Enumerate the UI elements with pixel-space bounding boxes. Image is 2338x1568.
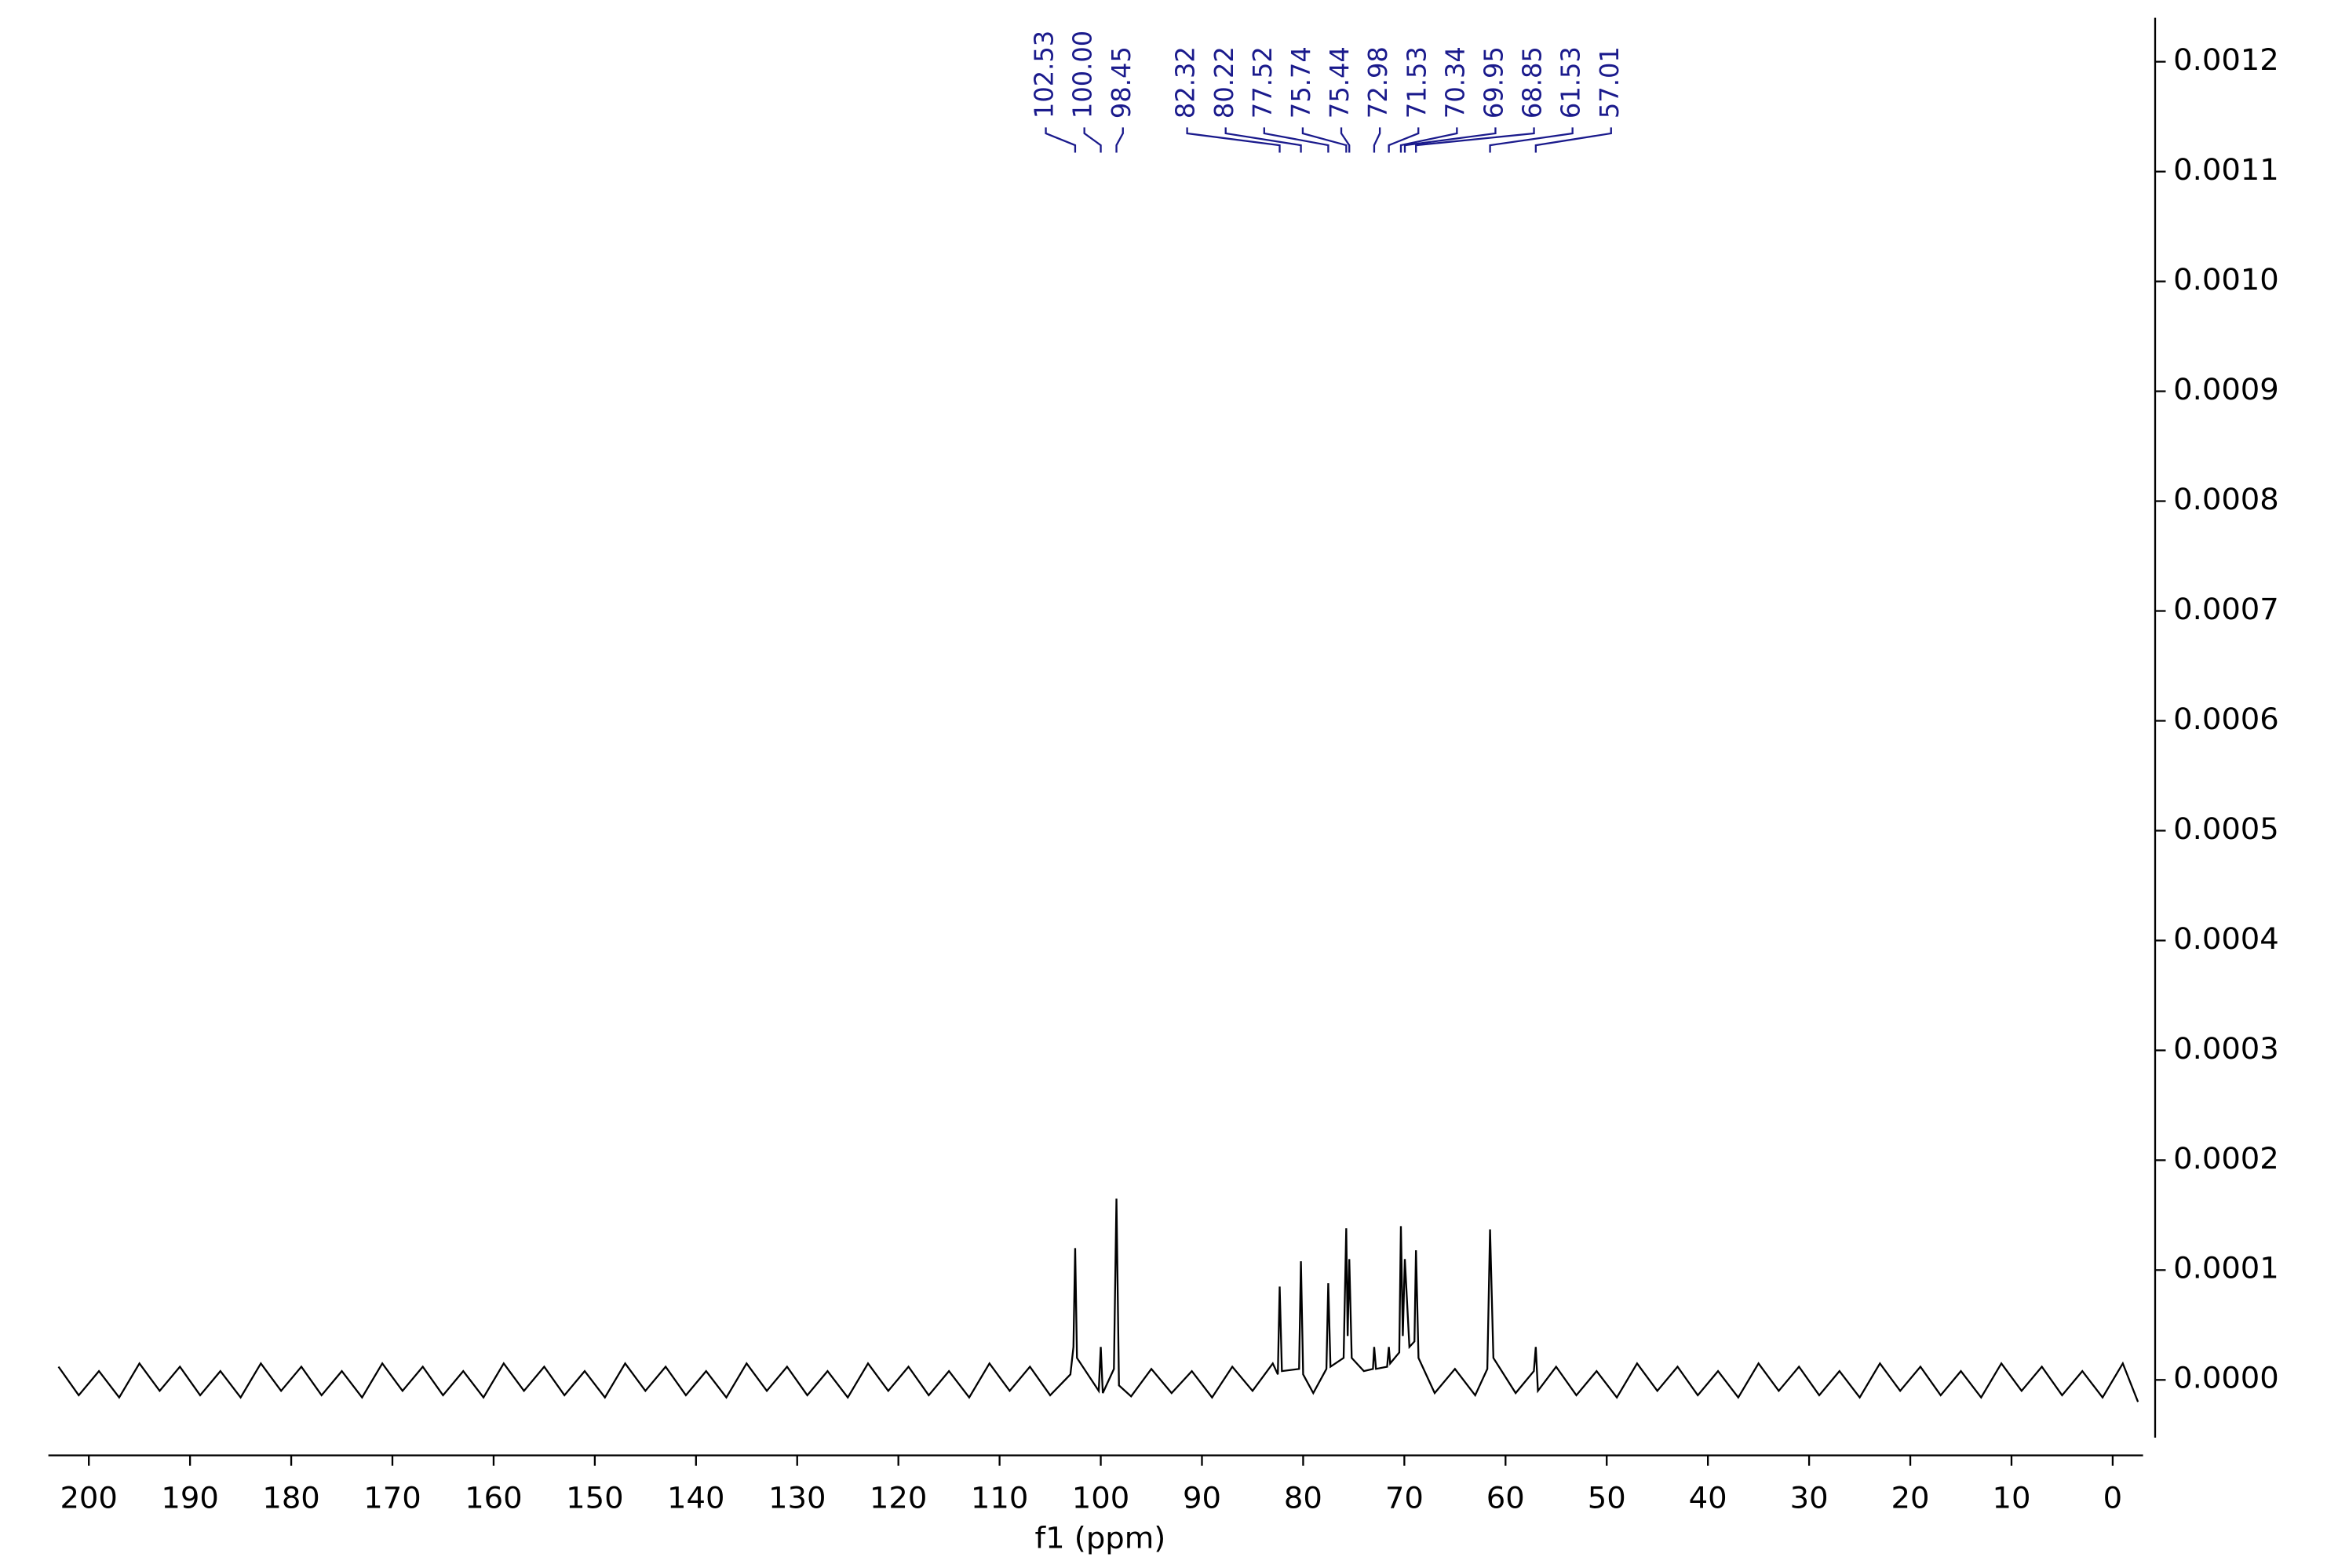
peak-label: 72.98 bbox=[1363, 46, 1393, 119]
peak-connector bbox=[1115, 127, 1124, 153]
x-tick-label: 0 bbox=[2103, 1481, 2123, 1515]
peak-label: 80.22 bbox=[1209, 46, 1239, 119]
peak-connector bbox=[1186, 127, 1281, 153]
peak-label: 69.95 bbox=[1479, 46, 1508, 119]
x-tick-label: 20 bbox=[1891, 1481, 1930, 1515]
x-tick-label: 100 bbox=[1072, 1481, 1129, 1515]
y-tick-label: 0.0005 bbox=[2173, 811, 2279, 846]
spectrum bbox=[57, 1198, 2139, 1402]
x-tick-label: 90 bbox=[1183, 1481, 1221, 1515]
x-tick-label: 30 bbox=[1790, 1481, 1829, 1515]
peak-label: 100.00 bbox=[1067, 31, 1097, 119]
peak-label: 71.53 bbox=[1402, 46, 1432, 119]
peak-label: 68.85 bbox=[1517, 46, 1547, 119]
y-tick-label: 0.0007 bbox=[2173, 592, 2279, 626]
y-tick-label: 0.0010 bbox=[2173, 262, 2279, 297]
x-tick-label: 10 bbox=[1992, 1481, 2030, 1515]
peak-label: 82.32 bbox=[1170, 46, 1200, 119]
peak-label: 57.01 bbox=[1595, 46, 1625, 119]
x-tick-label: 60 bbox=[1486, 1481, 1525, 1515]
peak-connector bbox=[1489, 127, 1574, 153]
peak-connector bbox=[1340, 127, 1351, 153]
peak-label: 102.53 bbox=[1029, 31, 1059, 119]
y-tick-label: 0.0004 bbox=[2173, 921, 2279, 956]
peak-connector bbox=[1534, 127, 1612, 153]
x-tick-label: 140 bbox=[667, 1481, 724, 1515]
x-tick-label: 180 bbox=[262, 1481, 319, 1515]
peak-connector bbox=[1403, 127, 1497, 153]
peak-connector bbox=[1399, 127, 1458, 153]
peak-label: 77.52 bbox=[1248, 46, 1278, 119]
x-tick-label: 160 bbox=[465, 1481, 522, 1515]
y-tick-label: 0.0001 bbox=[2173, 1251, 2279, 1285]
peak-connector bbox=[1045, 127, 1077, 153]
y-tick-label: 0.0009 bbox=[2173, 372, 2279, 407]
x-tick-label: 80 bbox=[1284, 1481, 1322, 1515]
y-tick-label: 0.0000 bbox=[2173, 1361, 2279, 1395]
y-tick-label: 0.0012 bbox=[2173, 42, 2279, 77]
x-tick-label: 40 bbox=[1689, 1481, 1727, 1515]
peak-connector bbox=[1224, 127, 1302, 153]
peak-label: 70.34 bbox=[1440, 46, 1470, 119]
y-tick-label: 0.0008 bbox=[2173, 482, 2279, 516]
x-tick-label: 110 bbox=[971, 1481, 1028, 1515]
peak-label: 75.74 bbox=[1286, 46, 1316, 119]
peak-connector bbox=[1083, 127, 1102, 153]
x-tick-label: 150 bbox=[566, 1481, 623, 1515]
x-axis-label: f1 (ppm) bbox=[1035, 1521, 1166, 1555]
x-tick-label: 70 bbox=[1385, 1481, 1424, 1515]
x-tick-label: 200 bbox=[60, 1481, 117, 1515]
x-tick-label: 120 bbox=[870, 1481, 927, 1515]
peak-connector bbox=[1388, 127, 1420, 153]
peak-label: 98.45 bbox=[1107, 46, 1136, 119]
y-tick-label: 0.0006 bbox=[2173, 702, 2279, 736]
y-tick-label: 0.0011 bbox=[2173, 152, 2279, 187]
x-tick-label: 50 bbox=[1588, 1481, 1626, 1515]
peak-connector bbox=[1301, 127, 1348, 153]
peak-connector bbox=[1373, 127, 1381, 153]
x-tick-label: 190 bbox=[161, 1481, 218, 1515]
y-tick-label: 0.0002 bbox=[2173, 1141, 2279, 1176]
peak-connector bbox=[1415, 127, 1535, 153]
peak-label: 75.44 bbox=[1325, 46, 1355, 119]
peak-label: 61.53 bbox=[1556, 46, 1585, 119]
y-tick-label: 0.0003 bbox=[2173, 1031, 2279, 1066]
x-tick-label: 170 bbox=[363, 1481, 421, 1515]
x-tick-label: 130 bbox=[768, 1481, 826, 1515]
peak-connector bbox=[1263, 127, 1329, 153]
